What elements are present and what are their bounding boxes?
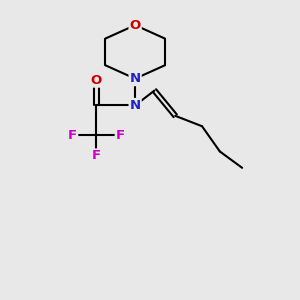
- Text: O: O: [130, 19, 141, 32]
- Text: F: F: [92, 149, 101, 162]
- Text: F: F: [68, 129, 77, 142]
- Text: O: O: [91, 74, 102, 87]
- Text: N: N: [130, 99, 141, 112]
- Text: F: F: [116, 129, 125, 142]
- Text: N: N: [130, 72, 141, 85]
